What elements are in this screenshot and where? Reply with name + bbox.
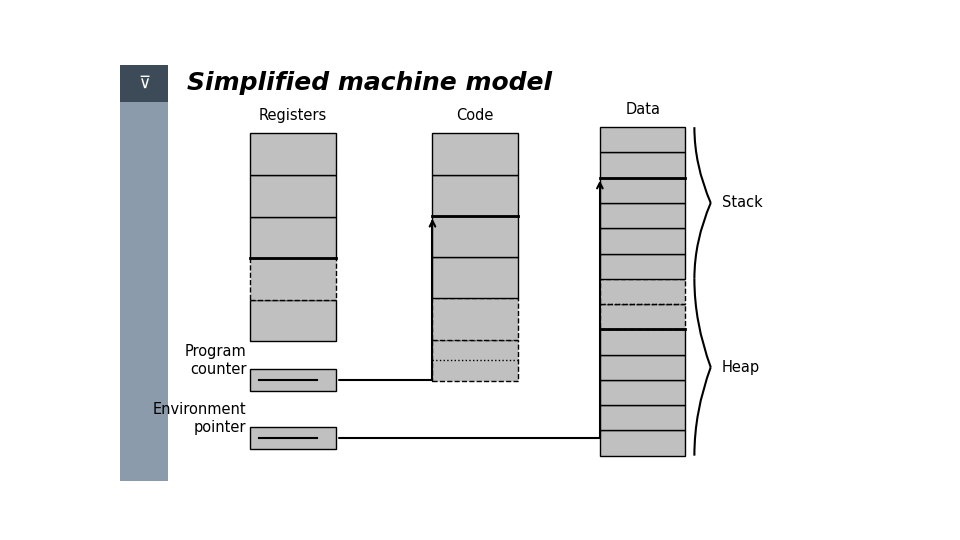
Bar: [600, 380, 685, 405]
Bar: [251, 133, 336, 175]
Bar: [600, 430, 685, 456]
Bar: [600, 152, 685, 178]
Bar: [600, 253, 685, 279]
Bar: [432, 174, 518, 216]
Text: Environment
pointer: Environment pointer: [153, 402, 247, 435]
Bar: [432, 216, 518, 257]
Bar: [432, 257, 518, 298]
Bar: [120, 65, 168, 102]
Text: Registers: Registers: [259, 108, 327, 123]
Bar: [251, 369, 336, 391]
Bar: [251, 217, 336, 258]
Bar: [600, 228, 685, 253]
Text: Stack: Stack: [722, 195, 762, 211]
Bar: [432, 298, 518, 340]
Bar: [600, 279, 685, 304]
Bar: [251, 258, 336, 300]
Text: Heap: Heap: [722, 360, 760, 375]
Bar: [251, 175, 336, 217]
Bar: [600, 178, 685, 203]
Text: ⊽: ⊽: [138, 75, 150, 92]
Bar: [600, 329, 685, 355]
Text: Program
counter: Program counter: [184, 344, 247, 376]
Bar: [432, 340, 518, 381]
Bar: [600, 127, 685, 152]
Text: Simplified machine model: Simplified machine model: [186, 71, 552, 95]
Bar: [600, 405, 685, 430]
Bar: [120, 65, 168, 481]
Text: Data: Data: [625, 102, 660, 117]
Bar: [432, 133, 518, 174]
Bar: [600, 203, 685, 228]
Bar: [251, 427, 336, 449]
Text: Code: Code: [457, 108, 494, 123]
Bar: [600, 355, 685, 380]
Bar: [600, 304, 685, 329]
Bar: [251, 300, 336, 341]
